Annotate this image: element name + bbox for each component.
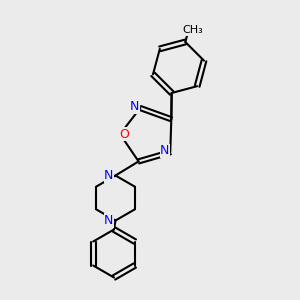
Text: CH₃: CH₃ [183, 26, 203, 35]
Text: O: O [120, 128, 130, 141]
Text: N: N [160, 144, 170, 157]
Text: N: N [130, 100, 140, 113]
Text: N: N [104, 214, 114, 227]
Text: N: N [104, 169, 114, 182]
